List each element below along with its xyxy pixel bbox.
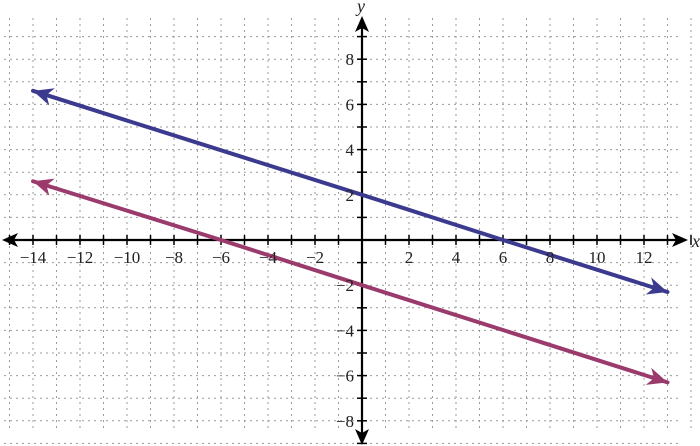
y-tick-label: −6 [336,367,354,386]
x-tick-label: 6 [499,248,508,267]
y-tick-label: −8 [336,412,354,431]
y-tick-label: −4 [336,321,355,340]
y-axis-arrow-bottom [355,429,369,445]
y-axis-arrow-top [355,16,369,32]
x-tick-label: −10 [114,248,141,267]
x-tick-label: 8 [546,248,555,267]
series-1-arrow-end [645,277,668,295]
series-line-1 [31,88,670,294]
x-tick-label: 4 [452,248,461,267]
series-2-arrow-start [33,178,55,196]
x-tick-label: 2 [405,248,414,267]
grid [4,18,692,444]
y-tick-label: −2 [336,276,354,295]
x-tick-label: −2 [306,248,324,267]
axes [2,16,692,445]
series-line-2 [31,179,670,385]
x-tick-label: 12 [636,248,653,267]
x-tick-label: −4 [259,248,278,267]
y-tick-label: 4 [346,141,355,160]
y-tick-label: 2 [346,186,355,205]
series-1-arrow-start [33,88,55,106]
x-tick-label: 10 [589,248,606,267]
series-layer [31,88,670,385]
y-axis-label: y [355,0,365,16]
y-tick-label: 6 [346,95,355,114]
tick-labels: −14 −12 −10 −8 −6 −4 −2 2 4 6 8 10 12 8 6 4 2 −2 −4 −6 −8 [20,50,653,431]
x-tick-label: −8 [165,248,183,267]
x-tick-label: −6 [212,248,230,267]
series-2-arrow-end [645,367,668,385]
x-axis-arrow-right [672,233,688,247]
x-axis-label: x [691,231,700,251]
x-tick-label: −14 [20,248,47,267]
y-tick-label: 8 [346,50,355,69]
x-tick-label: −12 [67,248,94,267]
